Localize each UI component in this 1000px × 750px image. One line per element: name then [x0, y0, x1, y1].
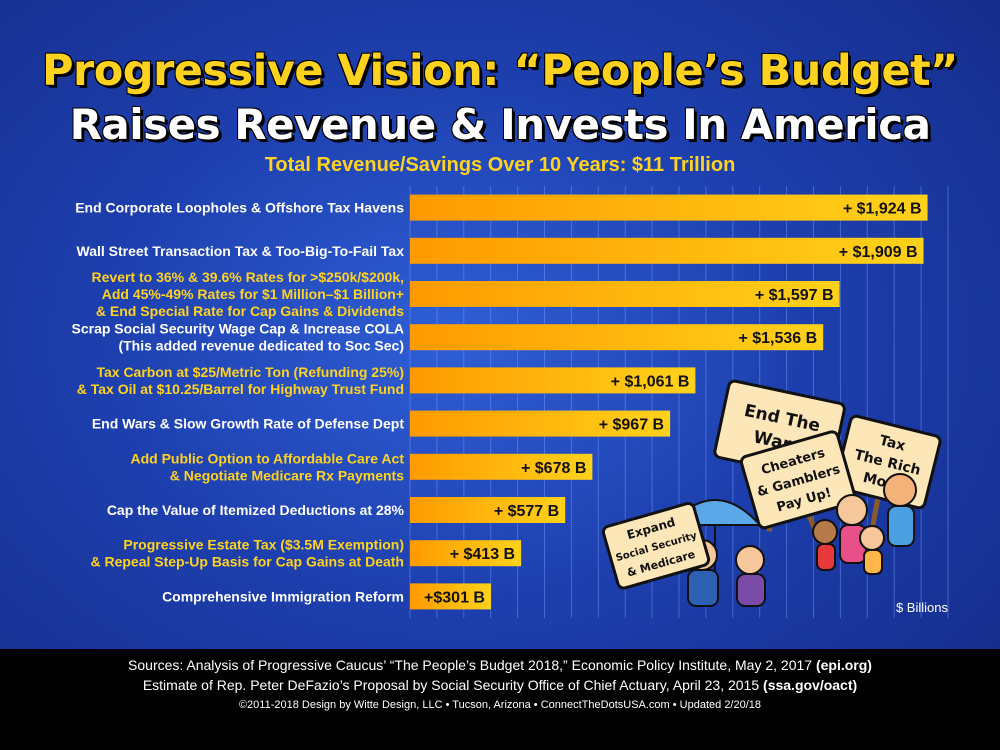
sign-tax-rich-line-1: Tax [878, 433, 907, 455]
category-label: Progressive Estate Tax ($3.5M Exemption) [123, 537, 404, 553]
bar [410, 453, 593, 480]
category-label: End Corporate Loopholes & Offshore Tax H… [75, 200, 404, 216]
value-label: + $1,909 B [839, 244, 918, 261]
value-label: +$301 B [424, 589, 485, 606]
protest-illustration: End The Wars Tax The Rich More Cheaters … [601, 379, 942, 607]
family-figures [812, 473, 917, 575]
sources-line-2: Estimate of Rep. Peter DeFazio’s Proposa… [0, 677, 1000, 693]
unit-label: $ Billions [896, 600, 949, 615]
bar [410, 237, 924, 264]
sources-line-2-text: Estimate of Rep. Peter DeFazio’s Proposa… [142, 677, 764, 693]
category-label: & Repeal Step-Up Basis for Cap Gains at … [90, 554, 404, 570]
category-label: Scrap Social Security Wage Cap & Increas… [72, 321, 405, 337]
bar [410, 281, 840, 307]
copyright: ©2011-2018 Design by Witte Design, LLC •… [238, 699, 762, 711]
category-label: End Wars & Slow Growth Rate of Defense D… [92, 416, 405, 432]
bar-chart: End Corporate Loopholes & Offshore Tax H… [72, 186, 949, 618]
category-label: (This added revenue dedicated to Soc Sec… [118, 338, 404, 354]
title-line-2: Raises Revenue & Invests In America [69, 100, 931, 149]
value-labels: + $1,924 B + $1,909 B + $1,597 B + $1,536 B… [424, 201, 922, 607]
category-label: Add 45%-49% Rates for $1 Million–$1 Bill… [102, 286, 404, 302]
category-label: Add Public Option to Affordable Care Act [130, 450, 404, 466]
category-label: Revert to 36% & 39.6% Rates for >$250k/$… [92, 269, 404, 285]
value-label: + $1,061 B [611, 373, 690, 390]
category-label: & Tax Oil at $10.25/Barrel for Highway T… [77, 381, 404, 397]
bar [410, 540, 522, 567]
sign-cheaters: Cheaters & Gamblers Pay Up! [739, 430, 857, 559]
sources-line-1-text: Sources: Analysis of Progressive Caucus’… [128, 657, 816, 673]
bar [410, 367, 696, 394]
bar [410, 324, 824, 351]
value-label: + $1,536 B [738, 330, 817, 347]
bar [410, 194, 928, 221]
title-line-1: Progressive Vision: “People’s Budget” [42, 46, 958, 96]
bars [410, 194, 928, 610]
value-label: + $413 B [450, 546, 515, 563]
category-label: Cap the Value of Itemized Deductions at … [107, 502, 405, 518]
subtitle: Total Revenue/Savings Over 10 Years: $11… [264, 154, 736, 176]
bar [410, 410, 671, 437]
value-label: + $678 B [521, 460, 586, 477]
value-label: + $1,597 B [755, 287, 834, 304]
footer: Sources: Analysis of Progressive Caucus’… [0, 649, 1000, 750]
sources-line-1: Sources: Analysis of Progressive Caucus’… [0, 657, 1000, 673]
category-label: Wall Street Transaction Tax & Too-Big-To… [77, 243, 405, 259]
bar [410, 497, 566, 523]
category-labels: End Corporate Loopholes & Offshore Tax H… [72, 200, 405, 605]
bar [410, 583, 491, 610]
value-label: + $967 B [599, 417, 664, 434]
category-label: & End Special Rate for Cap Gains & Divid… [96, 303, 404, 319]
category-label: Tax Carbon at $25/Metric Ton (Refunding … [96, 364, 404, 380]
value-label: + $577 B [494, 503, 559, 520]
sources-line-1-link: (epi.org) [815, 657, 872, 673]
sources-line-2-link: (ssa.gov/oact) [763, 677, 858, 693]
category-label: & Negotiate Medicare Rx Payments [170, 467, 404, 483]
category-label: Comprehensive Immigration Reform [162, 588, 404, 604]
value-label: + $1,924 B [843, 201, 922, 218]
